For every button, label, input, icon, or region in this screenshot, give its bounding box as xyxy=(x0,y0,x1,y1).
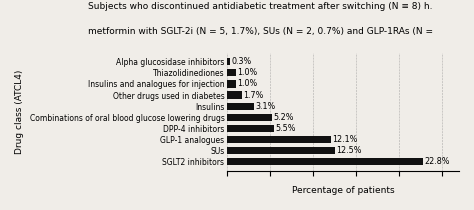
Bar xyxy=(227,69,236,76)
Y-axis label: Drug class (ATCL4): Drug class (ATCL4) xyxy=(15,70,24,154)
Text: metformin with SGLT-2i (N = 5, 1.7%), SUs (N = 2, 0.7%) and GLP-1RAs (N =: metformin with SGLT-2i (N = 5, 1.7%), SU… xyxy=(88,27,433,36)
Text: 5.5%: 5.5% xyxy=(276,124,296,133)
Text: 22.8%: 22.8% xyxy=(424,157,450,166)
Text: 12.1%: 12.1% xyxy=(332,135,358,144)
Bar xyxy=(227,103,254,110)
Text: 12.5%: 12.5% xyxy=(336,146,361,155)
Bar xyxy=(227,125,274,132)
Bar xyxy=(227,136,331,143)
Bar xyxy=(227,92,242,99)
Bar xyxy=(227,158,423,165)
Bar xyxy=(227,80,236,88)
Bar xyxy=(227,58,230,65)
Text: 1.0%: 1.0% xyxy=(237,80,257,88)
Bar xyxy=(227,114,272,121)
Text: 3.1%: 3.1% xyxy=(255,102,275,111)
Text: 1.0%: 1.0% xyxy=(237,68,257,77)
Text: 0.3%: 0.3% xyxy=(231,57,251,66)
Text: 5.2%: 5.2% xyxy=(273,113,293,122)
Bar xyxy=(227,147,335,154)
Text: Subjects who discontinued antidiabetic treatment after switching (N ≡ 8) h.: Subjects who discontinued antidiabetic t… xyxy=(89,2,433,11)
Text: 1.7%: 1.7% xyxy=(243,91,264,100)
X-axis label: Percentage of patients: Percentage of patients xyxy=(292,186,394,195)
